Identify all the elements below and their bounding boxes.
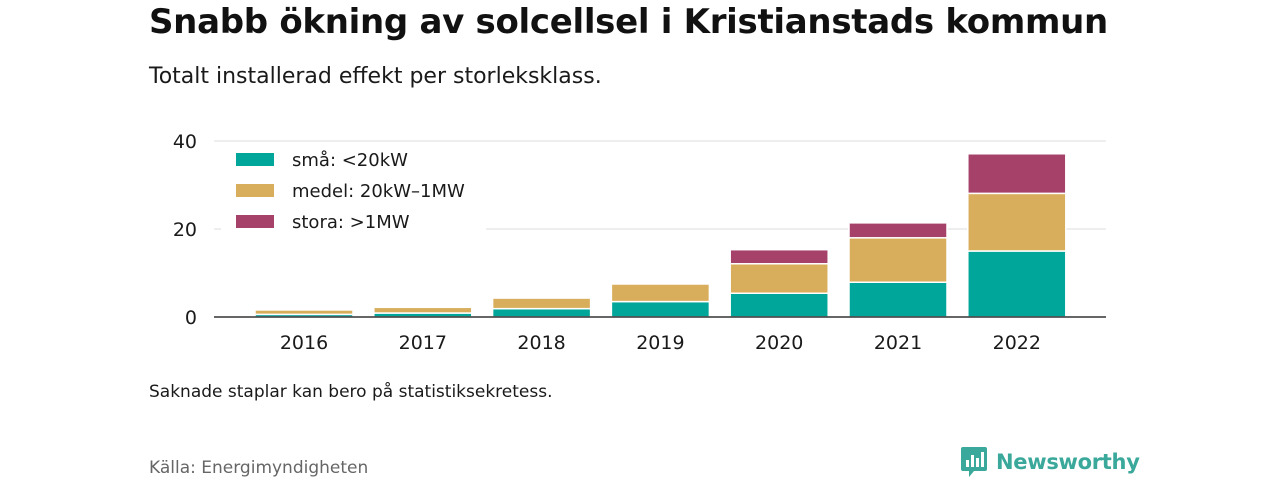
chart-title: Snabb ökning av solcellsel i Kristiansta… bbox=[149, 2, 1108, 42]
bar-segment bbox=[967, 192, 1067, 252]
x-tick-label: 2018 bbox=[517, 332, 565, 354]
source-label: Källa: Energimyndigheten bbox=[149, 458, 369, 478]
legend: små: <20kW medel: 20kW–1MW stora: >1MW bbox=[221, 146, 486, 233]
bar-segment bbox=[729, 292, 829, 318]
bar-chart: 0 20 40 2016 2017 2018 2019 2020 2021 2022 små: … bbox=[173, 131, 1106, 354]
bar-segment bbox=[729, 263, 829, 294]
legend-label: stora: >1MW bbox=[292, 212, 410, 233]
y-tick-label: 40 bbox=[173, 131, 197, 153]
bar-segment bbox=[967, 153, 1067, 195]
newsworthy-logo: Newsworthy bbox=[960, 446, 1140, 478]
legend-label: medel: 20kW–1MW bbox=[292, 181, 465, 202]
bar-segment bbox=[610, 283, 711, 303]
bar-segment bbox=[848, 281, 948, 318]
bar-segment bbox=[373, 306, 473, 314]
legend-swatch bbox=[236, 215, 274, 228]
y-tick-label: 20 bbox=[173, 219, 197, 241]
bar-segment bbox=[491, 307, 592, 318]
bar-segment bbox=[491, 297, 592, 310]
legend-swatch bbox=[236, 153, 274, 166]
x-tick-label: 2021 bbox=[874, 332, 922, 354]
y-axis-ticks: 0 20 40 bbox=[173, 131, 197, 329]
bar-segment bbox=[729, 248, 829, 265]
bar-segment bbox=[848, 222, 948, 239]
legend-label: små: <20kW bbox=[292, 150, 408, 171]
x-tick-label: 2016 bbox=[280, 332, 328, 354]
x-tick-label: 2022 bbox=[993, 332, 1041, 354]
legend-swatch bbox=[236, 184, 274, 197]
bar-stacks bbox=[254, 153, 1067, 318]
x-axis-ticks: 2016 2017 2018 2019 2020 2021 2022 bbox=[280, 332, 1041, 354]
x-tick-label: 2020 bbox=[755, 332, 803, 354]
bar-segment bbox=[848, 237, 948, 283]
bar-segment bbox=[610, 300, 711, 318]
y-tick-label: 0 bbox=[185, 307, 197, 329]
footnote: Saknade staplar kan bero på statistiksek… bbox=[149, 382, 553, 402]
chart-subtitle: Totalt installerad effekt per storlekskl… bbox=[149, 64, 602, 89]
bar-segment bbox=[254, 309, 354, 316]
bar-segment bbox=[967, 250, 1067, 318]
x-tick-label: 2019 bbox=[636, 332, 684, 354]
newsworthy-logo-icon bbox=[961, 447, 987, 477]
brand-name: Newsworthy bbox=[996, 450, 1140, 474]
x-tick-label: 2017 bbox=[399, 332, 447, 354]
